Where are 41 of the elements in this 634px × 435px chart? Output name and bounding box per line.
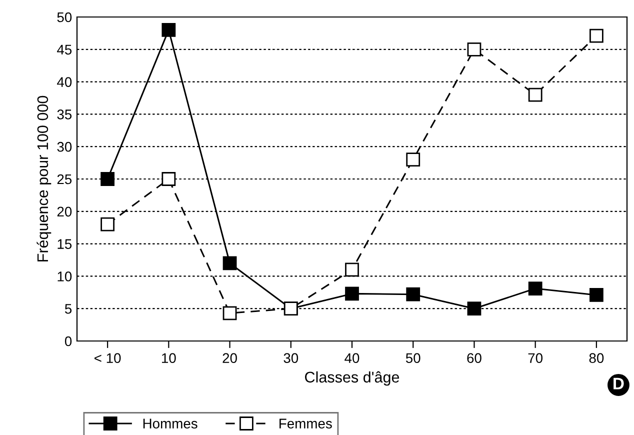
point — [162, 23, 176, 37]
y-tick-label: 25 — [57, 174, 72, 184]
y-tick-label: 45 — [57, 44, 72, 55]
point — [222, 306, 237, 320]
point — [528, 282, 542, 296]
x-axis-title: Classes d'âge — [305, 371, 400, 386]
x-tick-label: 40 — [344, 353, 360, 364]
x-tick-label: 20 — [222, 353, 237, 364]
text: D — [614, 378, 624, 390]
point — [345, 262, 359, 277]
y-tick-label: 10 — [58, 272, 72, 282]
y-tick-label: 35 — [57, 110, 72, 120]
point — [222, 256, 237, 270]
y-axis-title: Fréquence pour 100 000 — [36, 96, 52, 262]
x-tick-label: 30 — [284, 353, 298, 364]
x-tick-label: 80 — [589, 353, 604, 364]
x-tick-label: 70 — [528, 353, 543, 364]
x-tick-label: 50 — [406, 353, 420, 364]
legend-label: Hommes — [143, 418, 198, 428]
y-tick-label: 30 — [57, 142, 72, 152]
x-tick-label: 10 — [162, 353, 176, 364]
point — [590, 288, 604, 302]
point — [590, 28, 604, 43]
point — [406, 152, 420, 167]
point — [467, 42, 482, 56]
point — [162, 172, 176, 186]
y-tick-label: 5 — [64, 304, 72, 314]
y-tick-label: 50 — [57, 12, 72, 22]
point — [100, 217, 114, 232]
legend-label: Femmes — [280, 418, 332, 428]
y-tick-label: 40 — [57, 77, 72, 87]
x-tick-label: < 10 — [94, 353, 121, 364]
point — [100, 172, 114, 186]
point — [345, 286, 359, 301]
y-tick-label: 20 — [57, 206, 72, 217]
point — [406, 287, 420, 302]
y-tick-label: 15 — [58, 239, 72, 249]
point — [467, 302, 482, 316]
x-tick-label: 60 — [467, 353, 482, 364]
y-tick-label: 0 — [64, 336, 72, 346]
point — [528, 88, 542, 102]
